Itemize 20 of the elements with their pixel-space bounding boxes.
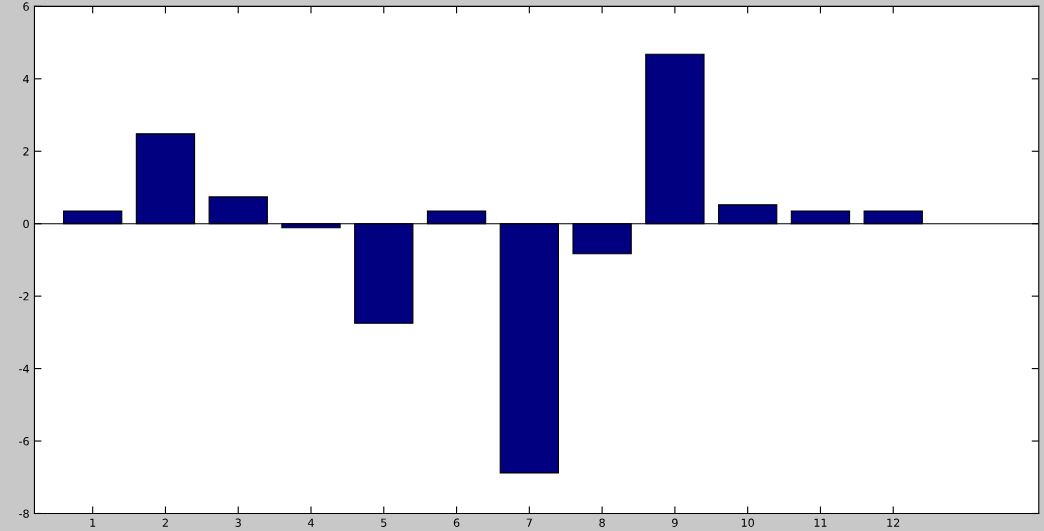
x-tick-label: 7 xyxy=(526,518,532,527)
y-tick-label: 0 xyxy=(23,219,29,229)
y-tick-label: 6 xyxy=(23,2,29,11)
y-tick-label: 2 xyxy=(23,147,29,156)
y-tick-label: -4 xyxy=(19,364,29,373)
x-tick-label: 5 xyxy=(381,518,387,527)
y-tick-label: -6 xyxy=(19,437,29,446)
x-tick-label: 4 xyxy=(308,518,314,527)
y-tick-label: -2 xyxy=(19,292,29,301)
x-tick-label: 6 xyxy=(453,518,460,527)
y-tick-label: 4 xyxy=(23,74,29,84)
x-tick-label: 1 xyxy=(90,518,96,527)
x-tick-label: 9 xyxy=(672,518,678,527)
x-tick-label: 12 xyxy=(887,518,900,527)
y-tick-label: -8 xyxy=(19,509,29,518)
x-tick-label: 10 xyxy=(741,518,754,527)
x-tick-label: 2 xyxy=(162,518,168,527)
x-tick-label: 3 xyxy=(235,518,241,527)
x-tick-label: 8 xyxy=(599,518,605,527)
x-tick-label: 11 xyxy=(814,518,827,527)
